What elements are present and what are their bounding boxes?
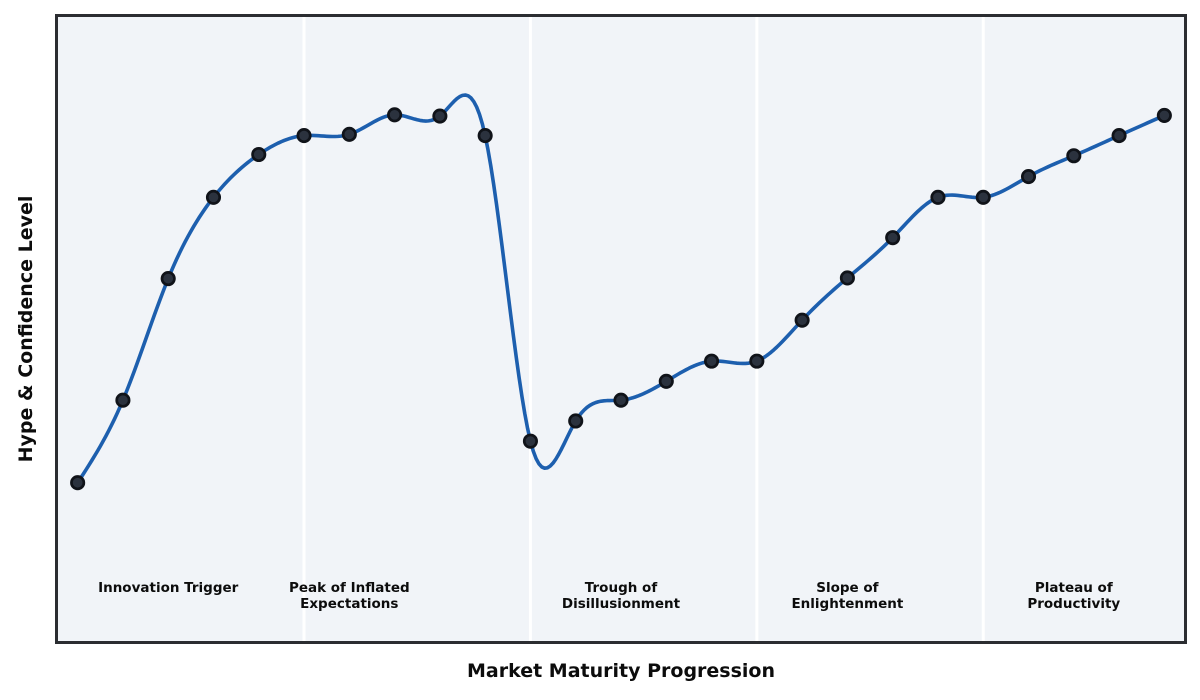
data-point-marker [839,270,855,286]
data-point-marker [794,312,810,328]
y-axis-label: Hype & Confidence Level [15,195,37,463]
data-point-marker [568,413,584,429]
plot-area: Innovation Trigger Peak of Inflated Expe… [55,14,1187,644]
data-point-marker [930,189,946,205]
plot-background [55,14,1187,644]
data-point-marker [1111,128,1127,144]
data-point-marker [1156,107,1172,123]
data-point-marker [251,146,267,163]
data-point-marker [613,392,629,408]
phase-label-trough-of-disillusionment: Trough of Disillusionment [561,580,681,612]
data-point-marker [885,230,901,246]
data-point-marker [387,107,403,123]
data-point-marker [658,373,674,389]
data-point-marker [749,353,765,369]
plot-border [55,14,1187,644]
data-point-marker [477,128,493,144]
data-point-marker [296,128,312,144]
data-point-marker [205,189,222,205]
phase-label-slope-of-enlightenment: Slope of Enlightenment [791,580,904,612]
data-point-marker [341,126,357,142]
data-point-marker [522,433,538,449]
phase-label-plateau-of-productivity: Plateau of Productivity [1027,580,1121,612]
phase-label-peak-of-inflated-expectations: Peak of Inflated Expectations [288,580,410,612]
hype-cycle-chart [55,14,1187,644]
data-point-marker [115,392,131,408]
data-point-marker [432,108,448,124]
data-point-marker [704,353,720,369]
data-point-marker [160,271,176,287]
data-point-marker [1020,168,1037,185]
data-point-marker [70,475,86,491]
x-axis-label: Market Maturity Progression [466,660,776,682]
data-point-marker [975,189,991,205]
data-point-marker [1066,148,1082,164]
phase-label-innovation-trigger: Innovation Trigger [98,580,239,596]
